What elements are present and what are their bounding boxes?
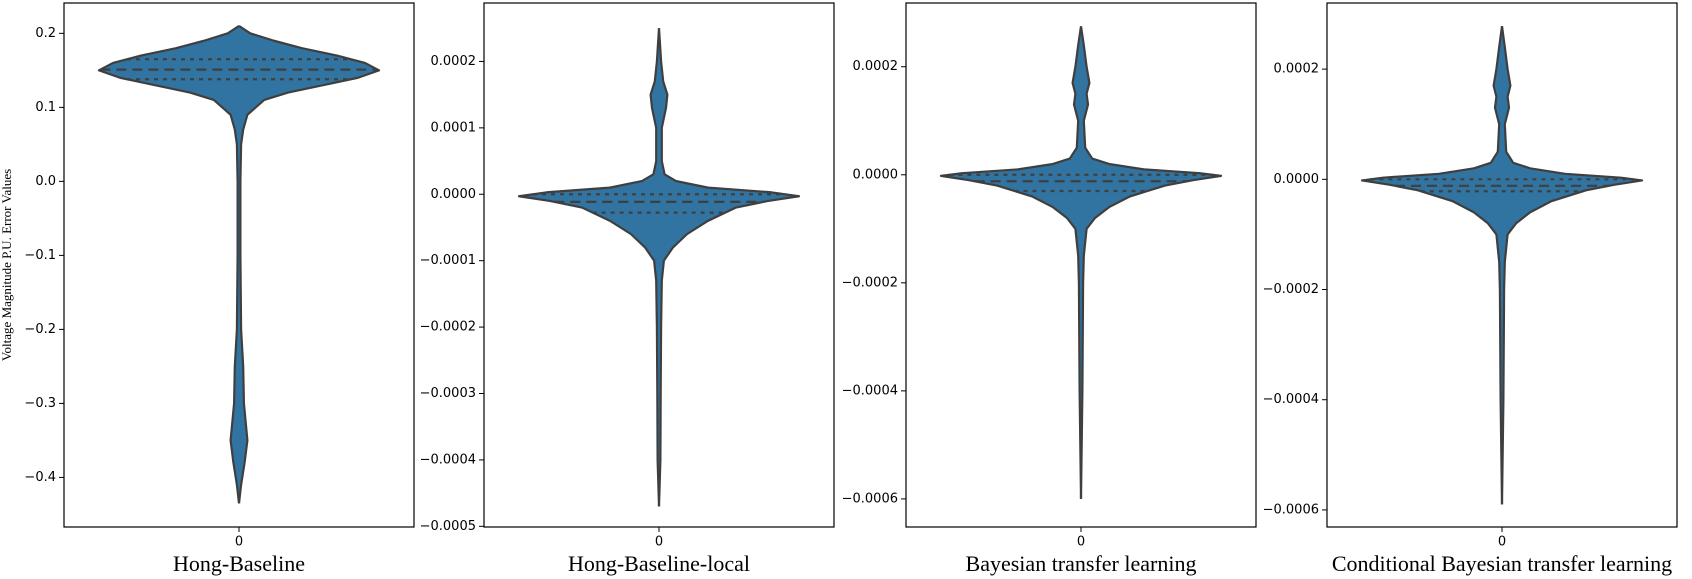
violin-body: [1502, 26, 1642, 505]
y-tick-label: −0.2: [24, 322, 56, 337]
x-axis-label: Hong-Baseline-local: [568, 551, 750, 576]
x-tick-label: 0: [1498, 535, 1506, 550]
y-tick-label: −0.0002: [1263, 282, 1319, 297]
violin-body: [239, 25, 379, 504]
violin-body: [519, 28, 659, 507]
x-tick-label: 0: [235, 535, 243, 550]
y-tick-label: 0.0000: [853, 167, 899, 182]
violin-outline: [1079, 26, 1223, 499]
violin-outline: [939, 26, 1083, 499]
violin-body: [1081, 26, 1221, 499]
violin-outline: [1500, 25, 1644, 505]
y-tick-label: −0.0004: [420, 452, 476, 467]
violin-body: [99, 25, 239, 504]
y-tick-label: −0.1: [24, 248, 56, 263]
violin-body: [659, 28, 799, 507]
x-axis-label: Bayesian transfer learning: [966, 551, 1197, 576]
y-tick-label: 0.0001: [431, 120, 477, 135]
y-tick-label: −0.0004: [1263, 392, 1319, 407]
x-axis-label: Conditional Bayesian transfer learning: [1332, 551, 1672, 576]
y-tick-label: −0.0002: [842, 275, 898, 290]
y-tick-label: 0.2: [35, 26, 56, 41]
y-tick-label: −0.0006: [842, 491, 898, 506]
x-tick-label: 0: [1077, 535, 1085, 550]
violin-outline: [657, 28, 801, 507]
y-tick-label: 0.0000: [1274, 172, 1320, 187]
violin-outline: [97, 25, 241, 504]
y-tick-label: 0.0000: [431, 187, 477, 202]
violin-outline: [1360, 25, 1504, 505]
y-tick-label: −0.0004: [842, 383, 898, 398]
y-tick-label: 0.0002: [853, 59, 899, 74]
violin-body: [1362, 26, 1502, 505]
y-tick-label: −0.4: [24, 470, 56, 485]
violin-outline: [237, 25, 381, 504]
y-tick-label: −0.0002: [420, 320, 476, 335]
y-tick-label: 0.0: [35, 174, 56, 189]
y-tick-label: −0.0005: [420, 519, 476, 534]
violin-outline: [517, 28, 661, 507]
y-tick-label: 0.0002: [1274, 62, 1320, 77]
violin-body: [941, 26, 1081, 499]
y-tick-label: −0.0001: [420, 253, 476, 268]
y-tick-label: −0.3: [24, 396, 56, 411]
y-axis-label: Voltage Magnitude P.U. Error Values: [0, 169, 14, 361]
y-tick-label: 0.0002: [431, 54, 477, 69]
x-tick-label: 0: [655, 535, 663, 550]
y-tick-label: 0.1: [35, 100, 56, 115]
y-tick-label: −0.0006: [1263, 502, 1319, 517]
x-axis-label: Hong-Baseline: [173, 551, 305, 576]
y-tick-label: −0.0003: [420, 386, 476, 401]
